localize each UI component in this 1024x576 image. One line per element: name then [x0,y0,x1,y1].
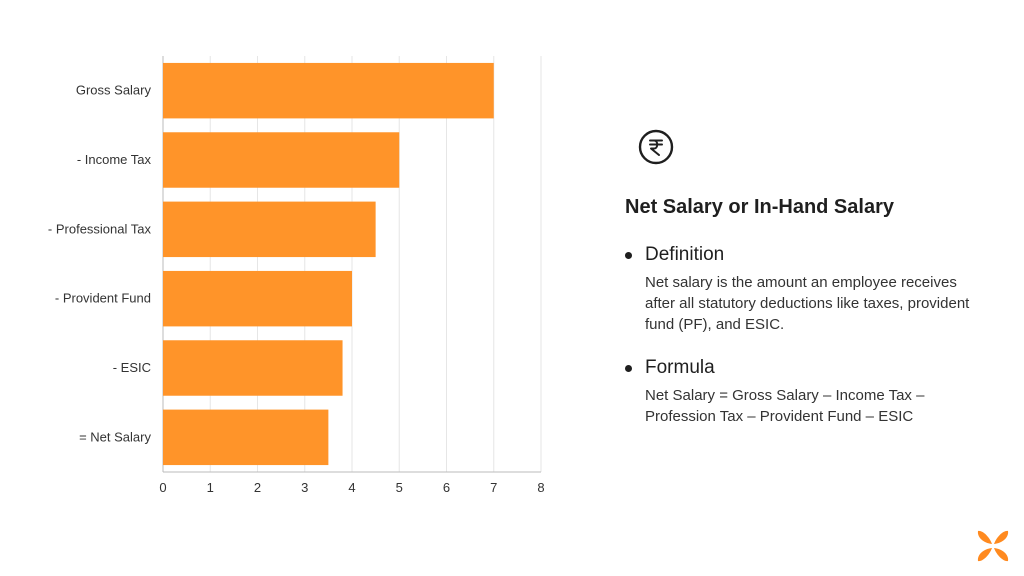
x-tick-label: 4 [348,480,355,495]
bar [163,201,376,258]
brand-logo-icon [977,530,1009,562]
bar [163,270,352,327]
formula-section: Formula Net Salary = Gross Salary – Inco… [625,355,970,427]
x-tick-label: 7 [490,480,497,495]
formula-heading-text: Formula [645,357,715,378]
panel-title: Net Salary or In-Hand Salary [625,196,894,218]
bar [163,340,343,396]
definition-heading: Definition [625,242,970,268]
definition-heading-text: Definition [645,244,725,265]
x-tick-label: 1 [207,480,214,495]
brand-logo-petal [994,530,1009,544]
category-label: - Income Tax [77,152,152,167]
bullet-icon [625,252,632,259]
bullet-icon [625,365,632,372]
x-tick-label: 8 [537,480,544,495]
category-label: - Provident Fund [55,291,151,306]
bar [163,132,400,188]
bar [163,409,329,466]
formula-body: Net Salary = Gross Salary – Income Tax –… [645,387,925,425]
category-label: Gross Salary [76,83,152,98]
brand-logo-petal [977,548,992,562]
category-label: = Net Salary [79,429,151,444]
definition-body: Net salary is the amount an employee rec… [645,274,970,333]
rupee-icon [638,129,674,165]
bar [163,62,494,119]
category-label: - ESIC [113,360,151,375]
brand-logo-petal [977,530,992,544]
category-label: - Professional Tax [48,221,152,236]
definition-section: Definition Net salary is the amount an e… [625,242,970,335]
x-tick-label: 5 [396,480,403,495]
x-tick-label: 6 [443,480,450,495]
net-salary-bar-chart: 0 1 2 3 4 5 6 7 8 Gross Salary - Income Tax - Profe… [48,56,545,495]
x-tick-label: 2 [254,480,261,495]
x-tick-label: 3 [301,480,308,495]
brand-logo-petal [994,548,1009,562]
formula-heading: Formula [625,355,970,381]
x-tick-label: 0 [159,480,166,495]
